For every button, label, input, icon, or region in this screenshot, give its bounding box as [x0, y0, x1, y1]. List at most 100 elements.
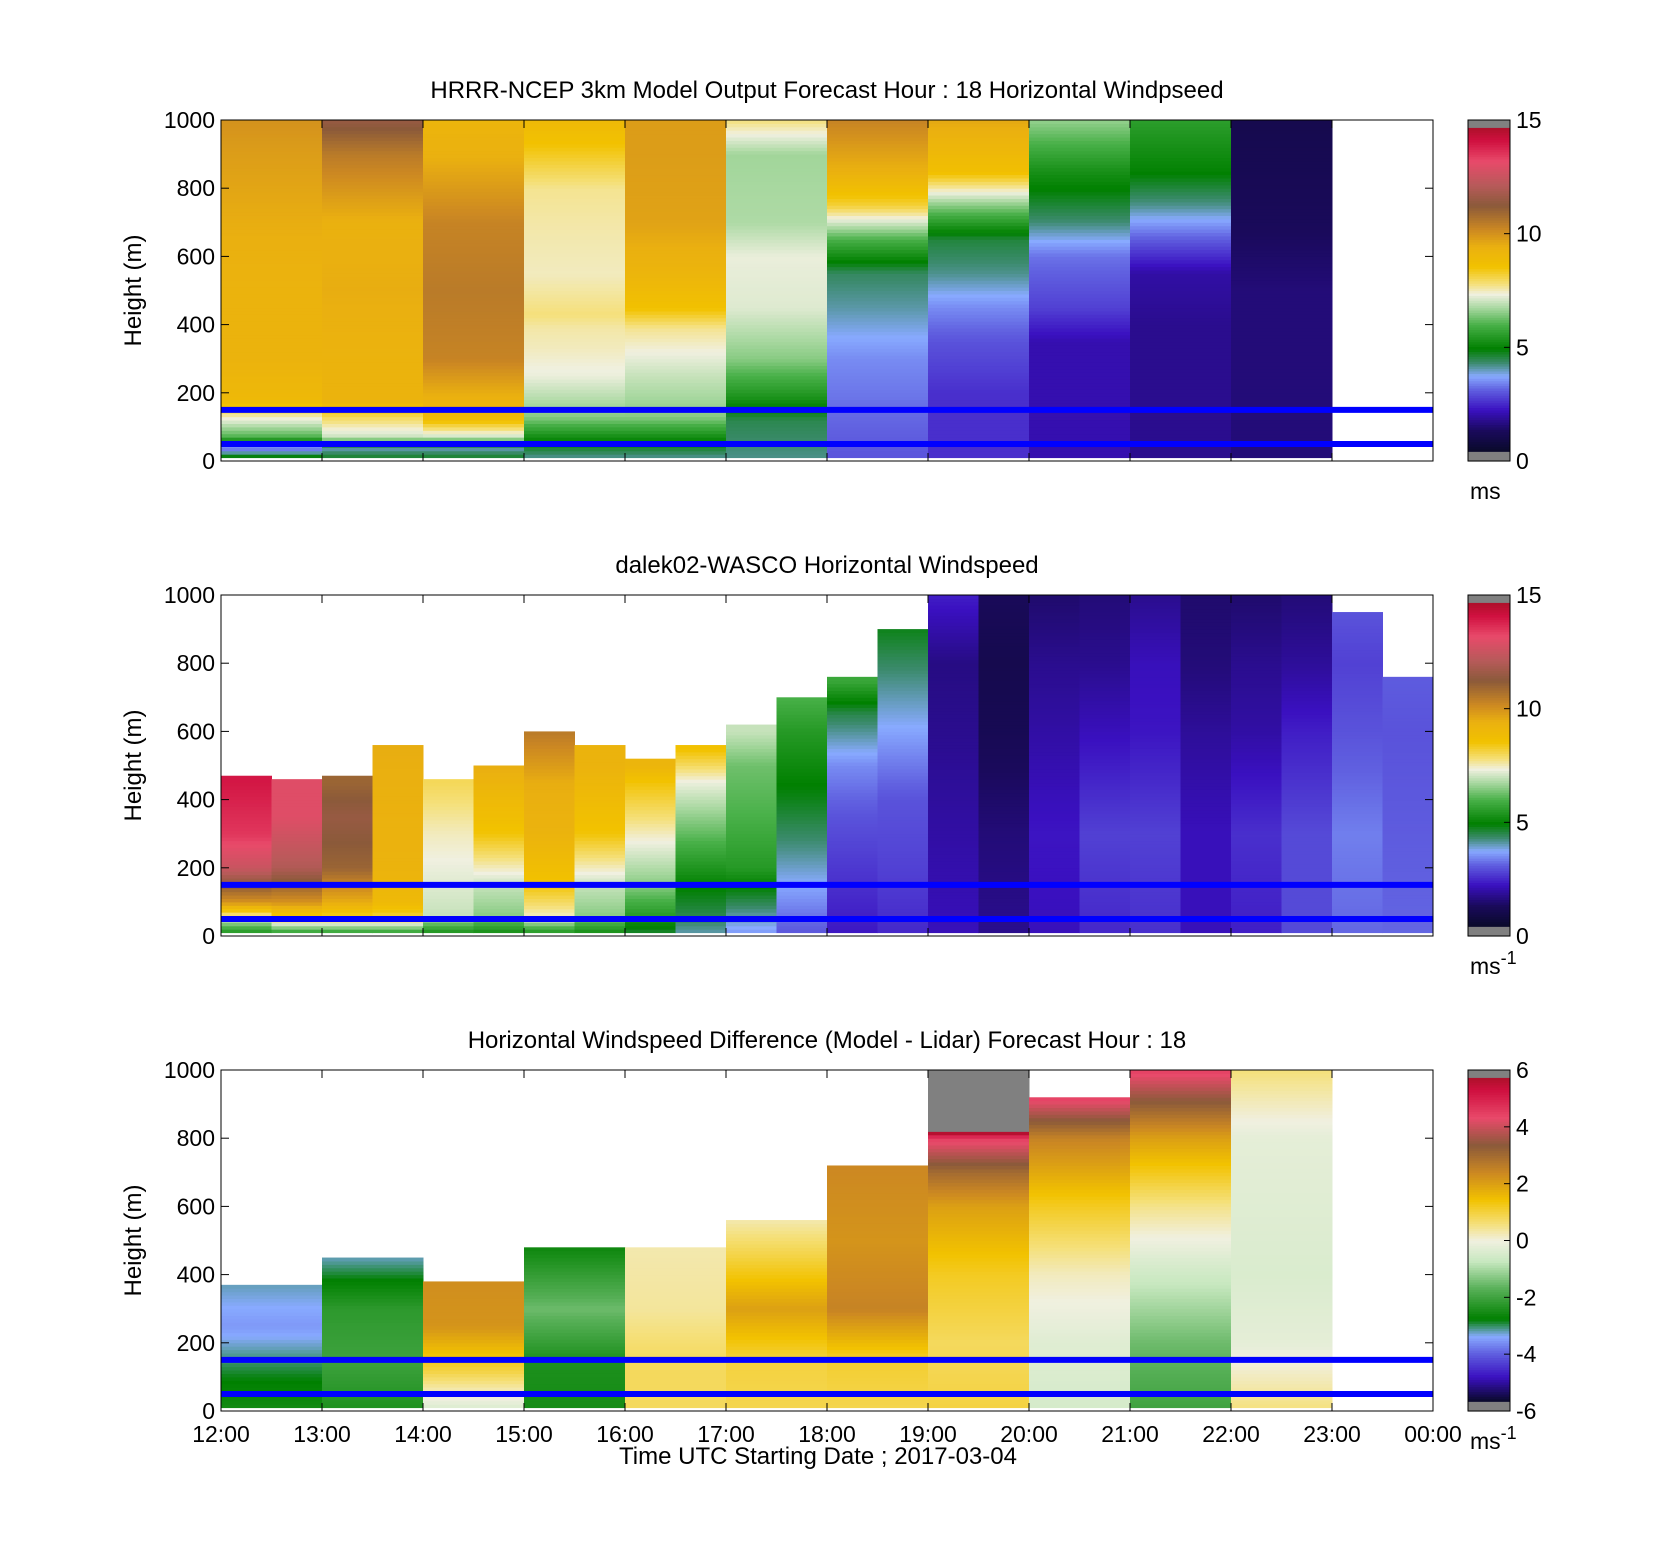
heatmap-cell	[827, 714, 878, 719]
heatmap-cell	[1130, 1318, 1232, 1323]
heatmap-cell	[1029, 208, 1131, 213]
heatmap-cell	[1281, 670, 1333, 674]
heatmap-cell	[1130, 218, 1232, 223]
heatmap-cell	[271, 857, 323, 862]
heatmap-cell	[574, 768, 626, 773]
heatmap-cell	[928, 1291, 1030, 1296]
heatmap-cell	[726, 403, 828, 407]
heatmap-cell	[827, 857, 878, 862]
heatmap-cell	[524, 847, 575, 852]
heatmap-cell	[877, 683, 929, 688]
heatmap-cell	[1281, 799, 1333, 804]
heatmap-cell	[928, 891, 979, 896]
heatmap-cell	[928, 898, 979, 903]
heatmap-cell	[625, 905, 676, 910]
heatmap-cell	[1180, 652, 1232, 657]
heatmap-cell	[928, 1087, 1030, 1091]
heatmap-cell	[574, 813, 626, 818]
heatmap-cell	[827, 276, 929, 281]
heatmap-cell	[221, 290, 323, 295]
heatmap-cell	[827, 772, 878, 777]
heatmap-cell	[1029, 171, 1131, 176]
heatmap-cell	[928, 1243, 1030, 1248]
heatmap-cell	[827, 215, 929, 220]
heatmap-cell	[322, 925, 373, 930]
colorbar-segment	[1468, 271, 1510, 275]
heatmap-cell	[221, 338, 323, 343]
heatmap-cell	[1029, 809, 1080, 814]
heatmap-cell	[1332, 908, 1383, 913]
heatmap-cell	[524, 355, 626, 360]
heatmap-cell	[978, 843, 1030, 848]
heatmap-cell	[877, 895, 929, 899]
heatmap-cell	[726, 154, 828, 159]
heatmap-cell	[726, 338, 828, 343]
heatmap-cell	[1231, 242, 1333, 247]
heatmap-cell	[827, 1349, 929, 1354]
heatmap-cell	[978, 666, 1030, 671]
heatmap-cell	[1130, 372, 1232, 377]
heatmap-cell	[675, 871, 727, 876]
heatmap-cell	[625, 368, 727, 373]
heatmap-cell	[978, 878, 1030, 882]
colorbar-segment	[1468, 244, 1510, 248]
heatmap-cell	[322, 864, 373, 869]
heatmap-cell	[877, 908, 929, 913]
heatmap-cell	[827, 1366, 929, 1371]
heatmap-cell	[1231, 413, 1333, 418]
heatmap-cell	[221, 133, 323, 138]
heatmap-cell	[877, 663, 929, 668]
heatmap-cell	[1029, 840, 1080, 845]
heatmap-cell	[1281, 843, 1333, 848]
colorbar-segment	[1468, 670, 1510, 674]
colorbar-segment	[1468, 731, 1510, 735]
heatmap-cell	[978, 642, 1030, 647]
heatmap-cell	[221, 775, 272, 780]
panel-1: HRRR-NCEP 3km Model Output Forecast Hour…	[120, 77, 1542, 504]
heatmap-cell	[1079, 618, 1131, 623]
heatmap-cell	[978, 727, 1030, 732]
heatmap-cell	[574, 871, 626, 876]
heatmap-cell	[726, 1404, 828, 1409]
heatmap-cell	[423, 413, 525, 418]
heatmap-cell	[1332, 727, 1383, 732]
heatmap-cell	[928, 280, 1030, 285]
heatmap-cell	[423, 334, 525, 339]
heatmap-cell	[322, 385, 424, 390]
heatmap-cell	[928, 850, 979, 855]
heatmap-cell	[1231, 328, 1333, 332]
heatmap-cell	[978, 734, 1030, 739]
heatmap-cell	[1382, 806, 1434, 811]
heatmap-cell	[625, 1271, 727, 1276]
heatmap-cell	[1180, 601, 1232, 606]
heatmap-cell	[928, 379, 1030, 384]
heatmap-cell	[423, 270, 525, 274]
heatmap-cell	[322, 143, 424, 148]
heatmap-cell	[726, 420, 828, 424]
heatmap-cell	[1180, 765, 1232, 770]
heatmap-cell	[1281, 901, 1333, 906]
heatmap-cell	[1130, 867, 1181, 872]
heatmap-cell	[322, 297, 424, 302]
heatmap-cell	[322, 396, 424, 401]
heatmap-cell	[524, 1305, 626, 1310]
heatmap-cell	[1231, 307, 1333, 312]
heatmap-cell	[928, 171, 1030, 176]
heatmap-cell	[1130, 1387, 1232, 1392]
heatmap-cell	[726, 1295, 828, 1299]
heatmap-cell	[978, 758, 1030, 763]
heatmap-cell	[827, 690, 878, 695]
heatmap-cell	[1130, 375, 1232, 380]
heatmap-cell	[1079, 659, 1131, 664]
heatmap-cell	[978, 755, 1030, 760]
colorbar-segment	[1468, 889, 1510, 893]
heatmap-cell	[473, 891, 525, 896]
heatmap-cell	[221, 259, 323, 264]
x-tick-label: 13:00	[293, 1421, 351, 1447]
colorbar-segment	[1468, 275, 1510, 279]
heatmap-cell	[423, 191, 525, 196]
heatmap-cell	[1382, 758, 1434, 763]
heatmap-cell	[1231, 618, 1282, 623]
colorbar-segment	[1468, 792, 1510, 796]
heatmap-cell	[978, 857, 1030, 862]
